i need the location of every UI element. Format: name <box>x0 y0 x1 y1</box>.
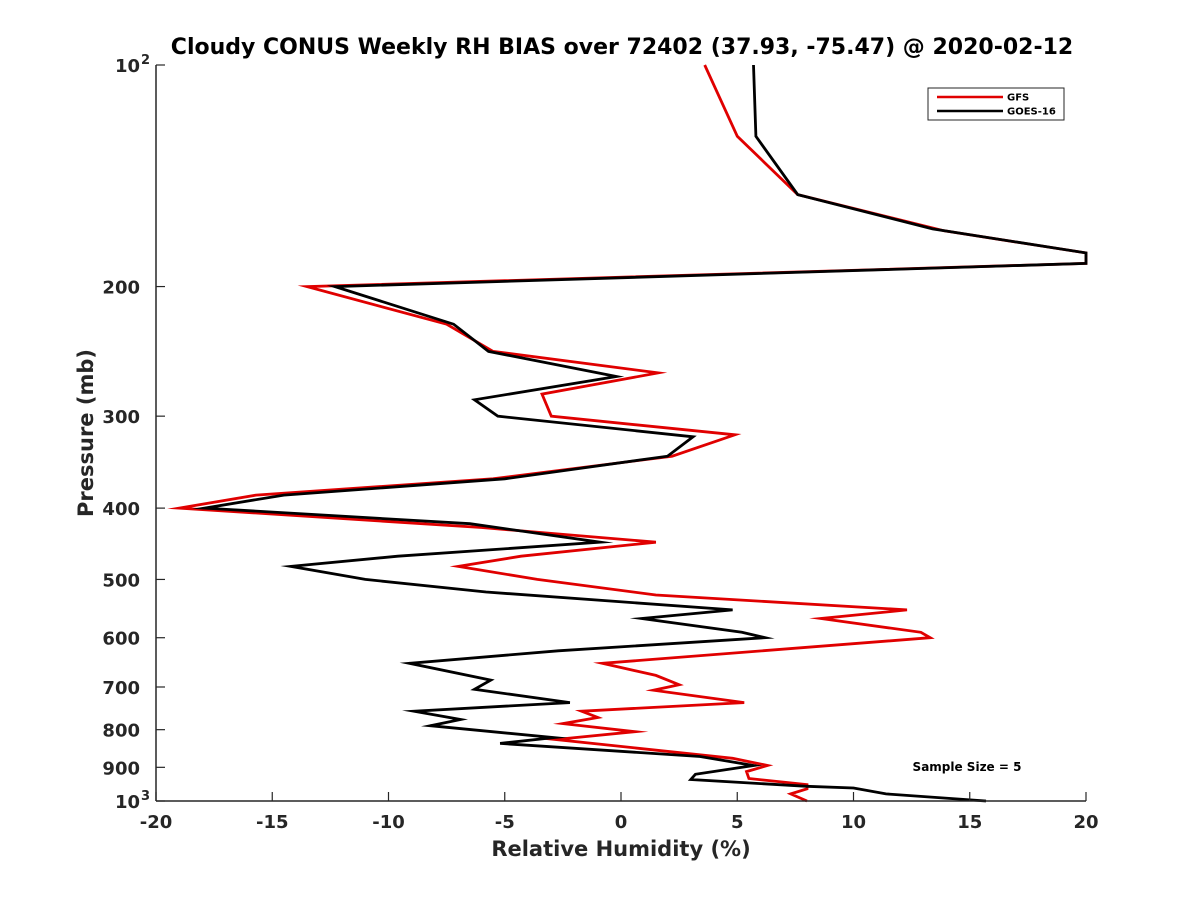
legend: GFS GOES-16 <box>927 87 1065 121</box>
x-tick-label: 15 <box>957 812 982 833</box>
series-line-goes16 <box>192 64 1088 803</box>
x-axis-label: Relative Humidity (%) <box>491 837 750 861</box>
x-tick-label: -15 <box>256 812 289 833</box>
y-tick-label: 800 <box>102 721 140 742</box>
series-line-gfs <box>167 64 1088 803</box>
y-tick-label: 400 <box>102 499 140 520</box>
y-tick-label-exponent: 2 <box>141 53 150 68</box>
y-tick-label: 600 <box>102 629 140 650</box>
x-tick-label: -5 <box>495 812 515 833</box>
legend-label-gfs: GFS <box>1007 93 1029 104</box>
plot-series-layer <box>167 64 1088 803</box>
y-tick-label: 900 <box>102 758 140 779</box>
x-tick-label: -20 <box>140 812 173 833</box>
y-tick-label: 700 <box>102 678 140 699</box>
y-axis-label: Pressure (mb) <box>74 349 98 517</box>
x-tick-label: 20 <box>1073 812 1098 833</box>
x-ticks: -20 -15 -10 -5 0 5 10 15 20 <box>140 792 1099 833</box>
x-tick-label: 5 <box>731 812 744 833</box>
x-tick-label: -10 <box>372 812 405 833</box>
y-tick-label: 300 <box>102 407 140 428</box>
x-tick-label: 0 <box>615 812 628 833</box>
y-tick-label: 200 <box>102 278 140 299</box>
y-tick-label: 500 <box>102 570 140 591</box>
y-tick-label: 10 <box>115 792 140 813</box>
sample-size-annotation: Sample Size = 5 <box>913 760 1022 774</box>
legend-box <box>927 87 1065 121</box>
y-tick-label-exponent: 3 <box>141 789 150 804</box>
y-tick-label: 10 <box>115 56 140 77</box>
x-tick-label: 10 <box>841 812 866 833</box>
legend-label-goes16: GOES-16 <box>1007 107 1056 118</box>
chart-title: Cloudy CONUS Weekly RH BIAS over 72402 (… <box>171 35 1073 60</box>
